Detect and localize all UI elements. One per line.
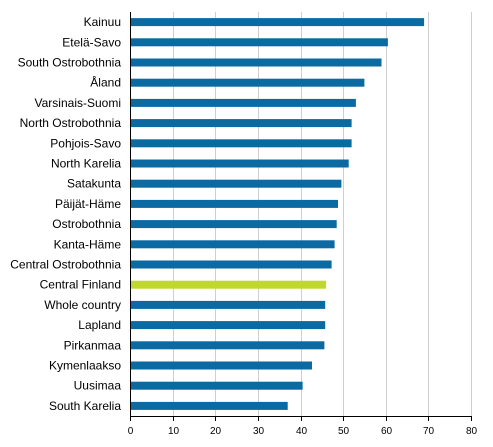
bar — [130, 260, 332, 269]
category-label: Ostrobothnia — [52, 217, 121, 231]
bar — [130, 18, 425, 27]
bar — [130, 401, 288, 410]
x-axis: 0 10 20 30 40 50 60 70 80 — [128, 12, 478, 437]
bar — [130, 58, 382, 67]
x-tick-label: 0 — [128, 426, 134, 437]
category-label: Pohjois-Savo — [50, 136, 121, 150]
category-label: Päijät-Häme — [55, 197, 121, 211]
category-label: Kanta-Häme — [54, 237, 122, 251]
bar — [130, 341, 325, 350]
bar — [130, 220, 337, 229]
x-tick-label: 40 — [296, 426, 308, 437]
category-label: Kymenlaakso — [49, 359, 121, 373]
bars — [130, 18, 425, 410]
bar — [130, 159, 349, 168]
category-label: Etelä-Savo — [62, 35, 121, 49]
bar — [130, 38, 388, 47]
category-label: North Ostrobothnia — [20, 116, 122, 130]
bar — [130, 139, 352, 148]
bar — [130, 119, 352, 128]
category-labels: Kainuu Etelä-Savo South Ostrobothnia Åland V… — [10, 15, 121, 413]
category-label: Satakunta — [67, 177, 121, 191]
x-tick-label: 50 — [338, 426, 350, 437]
category-label: Uusimaa — [74, 379, 122, 393]
grid-lines — [173, 12, 472, 416]
bar — [130, 78, 365, 87]
bar — [130, 381, 303, 390]
category-label: Central Finland — [40, 278, 121, 292]
bar — [130, 199, 338, 208]
bar — [130, 179, 342, 188]
category-label: North Karelia — [51, 157, 121, 171]
category-label: Varsinais-Suomi — [35, 96, 121, 110]
category-label: Pirkanmaa — [64, 338, 122, 352]
category-label: South Ostrobothnia — [18, 56, 122, 70]
x-tick-label: 70 — [423, 426, 435, 437]
bar — [130, 98, 356, 107]
bar — [130, 321, 326, 330]
bar — [130, 240, 335, 249]
bar — [130, 300, 326, 309]
x-tick-label: 20 — [210, 426, 222, 437]
x-tick-label: 60 — [381, 426, 393, 437]
category-label: Åland — [90, 75, 121, 90]
category-label: Lapland — [78, 318, 121, 332]
category-label: Whole country — [44, 298, 121, 312]
x-tick-label: 80 — [466, 426, 478, 437]
x-tick-label: 30 — [253, 426, 265, 437]
category-label: South Karelia — [49, 399, 121, 413]
category-label: Kainuu — [84, 15, 121, 29]
category-label: Central Ostrobothnia — [10, 258, 121, 272]
bar — [130, 280, 327, 289]
x-tick-label: 10 — [168, 426, 180, 437]
bar — [130, 361, 312, 370]
